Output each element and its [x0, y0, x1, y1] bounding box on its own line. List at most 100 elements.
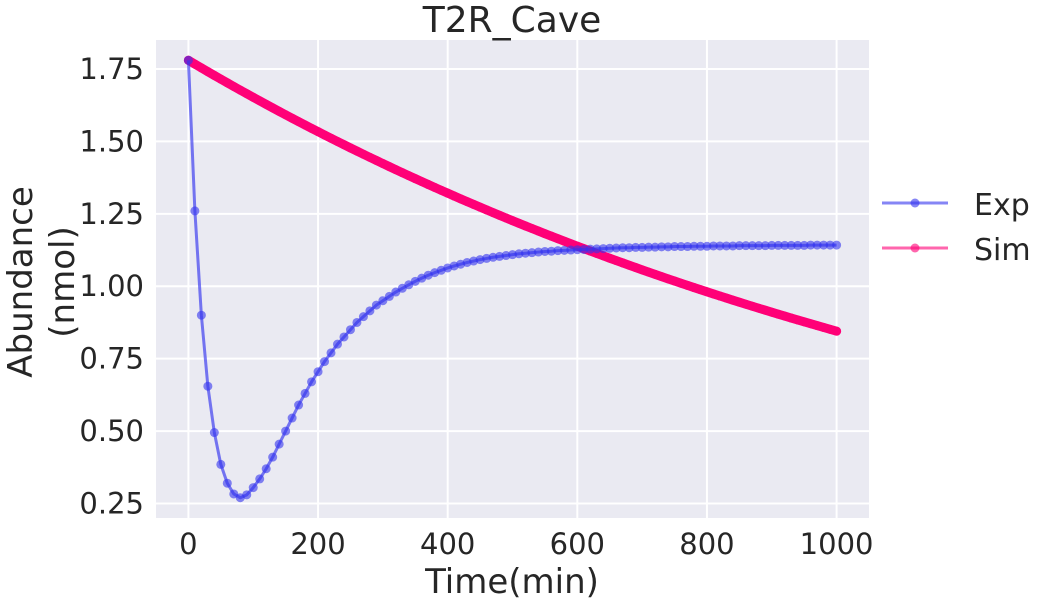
data-point-exp — [209, 428, 219, 438]
data-point-exp — [358, 312, 368, 322]
data-point-exp — [196, 310, 206, 320]
data-point-exp — [605, 243, 615, 253]
data-point-exp — [799, 240, 809, 250]
series-sim — [183, 55, 842, 336]
data-point-sim — [832, 326, 842, 336]
data-point-exp — [540, 246, 550, 256]
data-point-exp — [332, 339, 342, 349]
data-point-exp — [320, 357, 330, 367]
data-point-exp — [281, 426, 291, 436]
data-point-exp — [559, 245, 569, 255]
data-point-exp — [637, 242, 647, 252]
x-tick-label: 0 — [179, 527, 197, 561]
legend-marker-exp — [910, 198, 920, 208]
x-tick-label: 200 — [290, 527, 345, 561]
data-point-exp — [527, 248, 537, 258]
data-point-exp — [702, 241, 712, 251]
data-point-exp — [579, 244, 589, 254]
data-point-exp — [339, 332, 349, 342]
data-point-exp — [514, 249, 524, 259]
grid — [156, 40, 869, 518]
data-point-exp — [190, 206, 200, 216]
data-point-exp — [819, 240, 829, 250]
data-point-exp — [715, 241, 725, 251]
data-point-exp — [566, 245, 576, 255]
data-point-exp — [287, 413, 297, 423]
data-point-exp — [216, 459, 226, 469]
data-point-exp — [657, 242, 667, 252]
data-point-exp — [650, 242, 660, 252]
data-point-exp — [300, 388, 310, 398]
data-point-exp — [734, 241, 744, 251]
data-point-exp — [683, 242, 693, 252]
chart-title: T2R_Cave — [422, 0, 602, 41]
y-tick-label: 0.50 — [79, 414, 144, 448]
legend-label-sim: Sim — [974, 233, 1031, 268]
y-tick-label: 1.00 — [79, 269, 144, 303]
data-point-exp — [780, 240, 790, 250]
data-point-exp — [378, 296, 388, 306]
x-tick-label: 400 — [420, 527, 475, 561]
series-layer — [183, 55, 842, 503]
data-point-exp — [773, 240, 783, 250]
data-point-exp — [255, 474, 265, 484]
data-point-exp — [786, 240, 796, 250]
y-tick-label: 1.50 — [79, 124, 144, 158]
data-point-exp — [313, 367, 323, 377]
data-point-exp — [754, 241, 764, 251]
data-point-exp — [689, 241, 699, 251]
data-point-exp — [670, 242, 680, 252]
data-point-exp — [546, 246, 556, 256]
data-point-exp — [624, 243, 634, 253]
data-point-exp — [261, 464, 271, 474]
y-axis-label-line1: Abundance — [1, 186, 41, 378]
y-tick-label: 0.25 — [79, 487, 144, 521]
data-point-exp — [631, 242, 641, 252]
data-point-exp — [268, 452, 278, 462]
x-tick-label: 1000 — [800, 527, 874, 561]
data-point-exp — [203, 381, 213, 391]
data-point-exp — [618, 243, 628, 253]
data-point-sim — [190, 59, 200, 69]
data-point-exp — [365, 306, 375, 316]
data-point-exp — [611, 243, 621, 253]
x-tick-label: 800 — [679, 527, 734, 561]
data-point-exp — [183, 55, 193, 65]
x-tick-label: 600 — [550, 527, 605, 561]
y-tick-label: 0.75 — [79, 342, 144, 376]
y-tick-label: 1.75 — [79, 52, 144, 86]
data-point-exp — [793, 240, 803, 250]
data-point-exp — [592, 244, 602, 254]
x-axis-label: Time(min) — [424, 562, 599, 602]
data-point-exp — [294, 400, 304, 410]
y-axis-ticks: 0.25 0.50 0.75 1.00 1.25 1.50 1.75 — [79, 52, 144, 521]
y-axis-label-line2: (nmol) — [43, 226, 83, 337]
data-point-exp — [520, 248, 530, 258]
plot-area — [156, 40, 869, 518]
data-point-exp — [553, 246, 563, 256]
data-point-exp — [812, 240, 822, 250]
data-point-exp — [598, 244, 608, 254]
data-point-exp — [721, 241, 731, 251]
data-point-exp — [728, 241, 738, 251]
data-point-exp — [708, 241, 718, 251]
data-point-exp — [676, 242, 686, 252]
series-exp — [183, 55, 842, 503]
data-point-exp — [663, 242, 673, 252]
data-point-exp — [352, 317, 362, 327]
data-point-exp — [747, 241, 757, 251]
data-point-exp — [832, 240, 842, 250]
data-point-exp — [825, 240, 835, 250]
legend: Exp Sim — [882, 188, 1031, 268]
data-point-exp — [806, 240, 816, 250]
data-point-exp — [222, 478, 232, 488]
data-point-exp — [242, 490, 252, 500]
data-point-exp — [371, 300, 381, 310]
legend-label-exp: Exp — [974, 188, 1030, 223]
data-point-exp — [741, 241, 751, 251]
data-point-exp — [533, 247, 543, 257]
data-point-exp — [572, 245, 582, 255]
data-point-exp — [585, 244, 595, 254]
